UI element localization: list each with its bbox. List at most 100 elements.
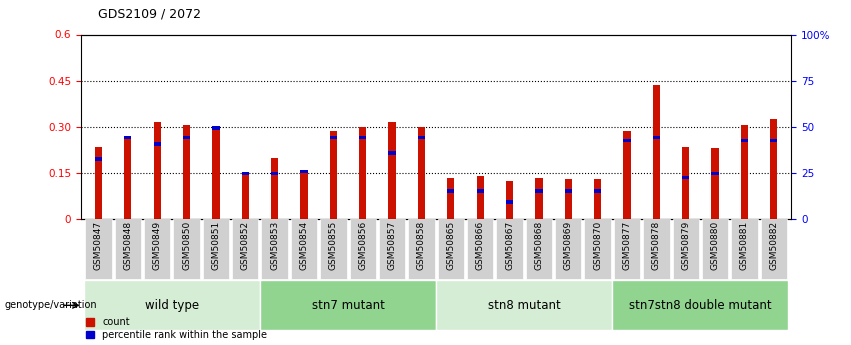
- Text: GDS2109 / 2072: GDS2109 / 2072: [98, 8, 201, 21]
- Text: wild type: wild type: [145, 299, 199, 312]
- Bar: [153, 142, 161, 146]
- Text: GSM50882: GSM50882: [769, 221, 779, 270]
- Text: GSM50880: GSM50880: [711, 221, 720, 270]
- Bar: [740, 125, 748, 219]
- Bar: [242, 172, 249, 175]
- Bar: [418, 136, 426, 139]
- FancyBboxPatch shape: [672, 219, 699, 279]
- Bar: [682, 147, 689, 219]
- Bar: [329, 136, 337, 139]
- FancyBboxPatch shape: [614, 219, 640, 279]
- Bar: [653, 136, 660, 139]
- Bar: [477, 176, 484, 219]
- Bar: [212, 127, 220, 130]
- Bar: [740, 139, 748, 142]
- FancyBboxPatch shape: [496, 219, 523, 279]
- Bar: [300, 169, 308, 173]
- FancyBboxPatch shape: [115, 219, 141, 279]
- FancyBboxPatch shape: [83, 280, 260, 330]
- Text: GSM50866: GSM50866: [476, 221, 485, 270]
- Bar: [447, 189, 454, 193]
- Bar: [564, 189, 572, 193]
- Bar: [183, 136, 191, 139]
- FancyBboxPatch shape: [526, 219, 552, 279]
- Bar: [271, 158, 278, 219]
- Bar: [94, 157, 102, 161]
- Bar: [477, 189, 484, 193]
- FancyBboxPatch shape: [379, 219, 405, 279]
- FancyBboxPatch shape: [643, 219, 670, 279]
- Text: GSM50865: GSM50865: [446, 221, 455, 270]
- Bar: [594, 189, 602, 193]
- Text: GSM50881: GSM50881: [740, 221, 749, 270]
- Bar: [300, 170, 308, 219]
- FancyBboxPatch shape: [85, 219, 111, 279]
- Bar: [124, 138, 132, 219]
- Text: GSM50869: GSM50869: [563, 221, 573, 270]
- Bar: [535, 178, 543, 219]
- Bar: [711, 148, 719, 219]
- FancyBboxPatch shape: [555, 219, 581, 279]
- Text: stn7 mutant: stn7 mutant: [311, 299, 385, 312]
- Bar: [271, 172, 278, 175]
- FancyBboxPatch shape: [731, 219, 757, 279]
- Legend: count, percentile rank within the sample: count, percentile rank within the sample: [86, 317, 267, 340]
- FancyBboxPatch shape: [436, 280, 613, 330]
- Bar: [153, 122, 161, 219]
- Text: GSM50849: GSM50849: [152, 221, 162, 270]
- Text: GSM50870: GSM50870: [593, 221, 603, 270]
- Bar: [682, 176, 689, 179]
- Text: GSM50857: GSM50857: [387, 221, 397, 270]
- Text: GSM50847: GSM50847: [94, 221, 103, 270]
- Bar: [242, 173, 249, 219]
- FancyBboxPatch shape: [467, 219, 494, 279]
- Text: GSM50877: GSM50877: [622, 221, 631, 270]
- FancyBboxPatch shape: [613, 280, 789, 330]
- Bar: [124, 136, 132, 139]
- Bar: [653, 85, 660, 219]
- Text: stn8 mutant: stn8 mutant: [488, 299, 561, 312]
- Bar: [505, 181, 513, 219]
- Text: GSM50855: GSM50855: [328, 221, 338, 270]
- FancyBboxPatch shape: [702, 219, 728, 279]
- Bar: [388, 151, 396, 155]
- Bar: [94, 147, 102, 219]
- Bar: [535, 189, 543, 193]
- Text: GSM50850: GSM50850: [182, 221, 191, 270]
- Bar: [711, 172, 719, 175]
- Bar: [770, 139, 778, 142]
- Text: GSM50867: GSM50867: [505, 221, 514, 270]
- FancyBboxPatch shape: [203, 219, 229, 279]
- Bar: [418, 127, 426, 219]
- Bar: [564, 179, 572, 219]
- Text: GSM50851: GSM50851: [211, 221, 220, 270]
- Bar: [183, 125, 191, 219]
- Text: GSM50856: GSM50856: [358, 221, 368, 270]
- FancyBboxPatch shape: [437, 219, 464, 279]
- FancyBboxPatch shape: [260, 280, 436, 330]
- Text: GSM50854: GSM50854: [300, 221, 309, 270]
- Bar: [329, 131, 337, 219]
- Bar: [447, 178, 454, 219]
- FancyBboxPatch shape: [232, 219, 259, 279]
- Bar: [359, 136, 367, 139]
- Text: GSM50853: GSM50853: [270, 221, 279, 270]
- Text: GSM50852: GSM50852: [241, 221, 250, 270]
- FancyBboxPatch shape: [350, 219, 376, 279]
- Bar: [594, 179, 602, 219]
- Text: GSM50879: GSM50879: [681, 221, 690, 270]
- FancyBboxPatch shape: [408, 219, 435, 279]
- Text: GSM50878: GSM50878: [652, 221, 661, 270]
- Text: GSM50868: GSM50868: [534, 221, 544, 270]
- Bar: [770, 119, 778, 219]
- FancyBboxPatch shape: [291, 219, 317, 279]
- FancyBboxPatch shape: [320, 219, 346, 279]
- Bar: [505, 200, 513, 204]
- FancyBboxPatch shape: [144, 219, 170, 279]
- Text: GSM50858: GSM50858: [417, 221, 426, 270]
- Bar: [359, 127, 367, 219]
- FancyBboxPatch shape: [174, 219, 200, 279]
- Bar: [388, 122, 396, 219]
- Text: genotype/variation: genotype/variation: [4, 300, 97, 310]
- FancyBboxPatch shape: [261, 219, 288, 279]
